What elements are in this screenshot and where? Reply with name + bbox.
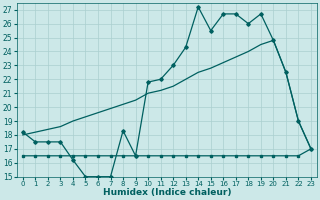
X-axis label: Humidex (Indice chaleur): Humidex (Indice chaleur)	[103, 188, 231, 197]
